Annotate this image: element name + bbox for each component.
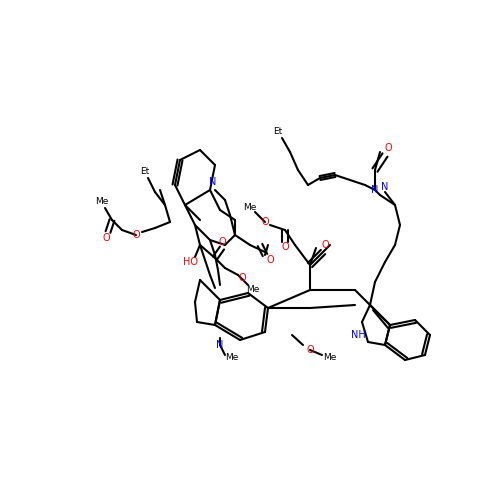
Text: Me: Me	[246, 284, 260, 294]
Text: O: O	[281, 242, 289, 252]
Text: Et: Et	[140, 168, 149, 176]
Text: Et: Et	[274, 128, 282, 136]
Text: Me: Me	[96, 198, 108, 206]
Text: HO: HO	[182, 257, 198, 267]
Text: O: O	[261, 217, 269, 227]
Text: O: O	[238, 273, 246, 283]
Text: N: N	[382, 182, 388, 192]
Text: O: O	[306, 345, 314, 355]
Text: O: O	[102, 233, 110, 243]
Text: O: O	[321, 240, 329, 250]
Text: NH: NH	[350, 330, 366, 340]
Text: O: O	[384, 143, 392, 153]
Text: Me: Me	[244, 204, 256, 212]
Text: N: N	[216, 340, 224, 350]
Text: N: N	[210, 177, 216, 187]
Text: O: O	[132, 230, 140, 240]
Text: O: O	[266, 255, 274, 265]
Text: N: N	[372, 185, 378, 195]
Text: Me: Me	[324, 352, 336, 362]
Text: O: O	[218, 237, 226, 247]
Text: Me: Me	[226, 354, 238, 362]
